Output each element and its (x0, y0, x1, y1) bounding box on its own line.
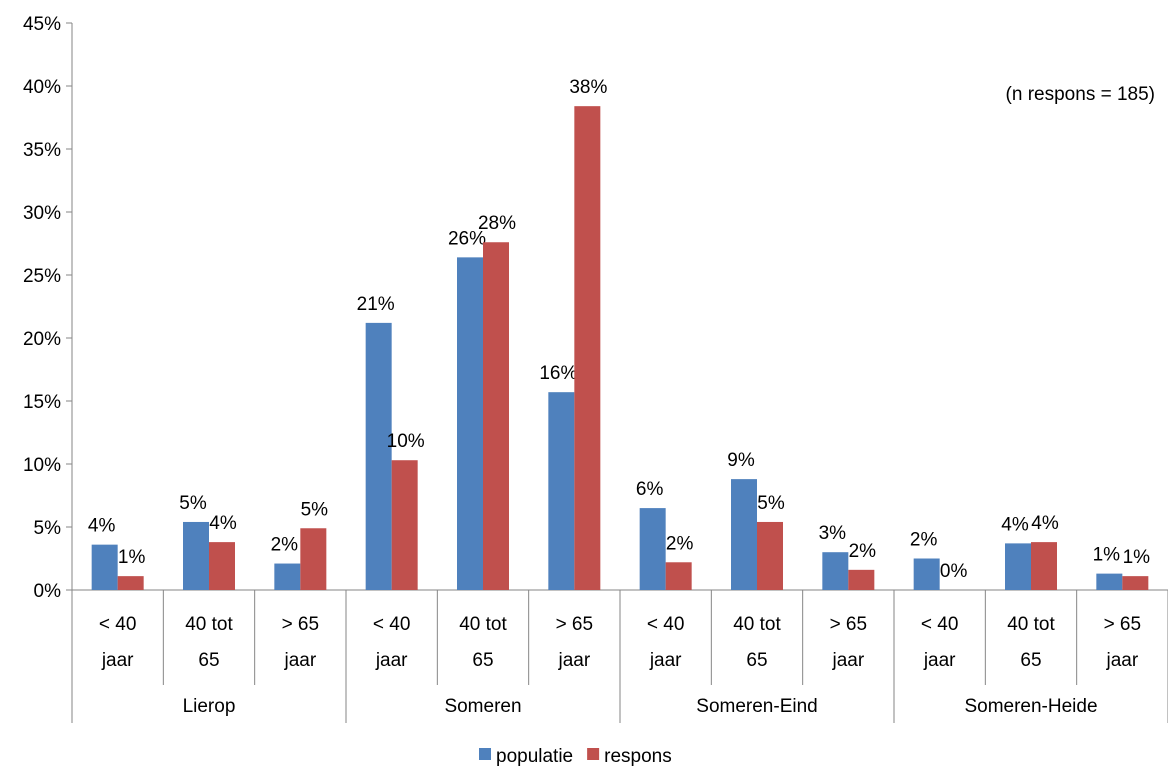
legend-label-respons: respons (604, 746, 672, 767)
x-tick-label: 40 tot (1007, 614, 1055, 635)
populatie-bar (822, 552, 849, 590)
x-tick-label: jaar (1105, 650, 1138, 671)
y-tick-label: 35% (23, 140, 61, 161)
x-tick-label: > 65 (282, 614, 320, 635)
respons-bar (1031, 542, 1057, 590)
y-tick-label: 45% (23, 14, 61, 35)
populatie-bar (731, 479, 757, 590)
respons-data-label: 38% (569, 77, 607, 98)
y-tick-label: 25% (23, 266, 61, 287)
populatie-data-label: 26% (448, 228, 486, 249)
respons-data-label: 10% (387, 431, 425, 452)
x-tick-label: < 40 (99, 614, 137, 635)
group-label: Someren-Eind (696, 696, 817, 717)
populatie-data-label: 6% (636, 479, 664, 500)
respons-data-label: 2% (666, 533, 694, 554)
respons-bar (1122, 576, 1149, 590)
respons-data-label: 1% (118, 547, 146, 568)
x-tick-label: 40 tot (185, 614, 233, 635)
respons-data-label: 2% (849, 541, 877, 562)
respons-bar (209, 542, 235, 590)
populatie-bar (548, 392, 575, 590)
respons-data-label: 5% (757, 493, 785, 514)
respons-bar (117, 576, 144, 590)
populatie-data-label: 21% (357, 294, 395, 315)
respons-bar (300, 528, 327, 590)
populatie-bar (183, 521, 209, 590)
x-tick-label: 65 (472, 650, 493, 671)
y-tick-label: 40% (23, 77, 61, 98)
group-label: Lierop (183, 696, 236, 717)
populatie-bar (1005, 543, 1031, 590)
x-tick-label: < 40 (647, 614, 685, 635)
populatie-bar (274, 563, 301, 590)
populatie-bar (457, 257, 483, 590)
respons-data-label: 4% (209, 513, 237, 534)
x-tick-label: < 40 (373, 614, 411, 635)
x-tick-label: < 40 (921, 614, 959, 635)
x-tick-label: jaar (923, 650, 956, 671)
chart-annotation: (n respons = 185) (1006, 84, 1155, 105)
populatie-data-label: 2% (910, 530, 938, 551)
populatie-data-label: 9% (727, 450, 755, 471)
populatie-data-label: 16% (539, 363, 577, 384)
y-tick-label: 10% (23, 455, 61, 476)
legend-swatch-respons (587, 748, 600, 760)
populatie-bar (1096, 573, 1123, 590)
respons-bar (848, 569, 875, 590)
legend-swatch-populatie (479, 748, 491, 760)
x-tick-label: 65 (746, 650, 767, 671)
respons-data-label: 4% (1031, 513, 1059, 534)
respons-data-label: 5% (301, 499, 329, 520)
x-tick-label: jaar (649, 650, 682, 671)
populatie-bar (91, 544, 118, 590)
x-tick-label: jaar (101, 650, 134, 671)
legend-label-populatie: populatie (496, 746, 573, 767)
respons-bar (483, 242, 509, 591)
x-tick-label: 40 tot (459, 614, 507, 635)
x-tick-label: jaar (831, 650, 864, 671)
y-tick-label: 0% (34, 581, 62, 602)
x-tick-label: jaar (283, 650, 316, 671)
populatie-data-label: 4% (1001, 514, 1029, 535)
x-tick-label: jaar (375, 650, 408, 671)
x-tick-label: jaar (557, 650, 590, 671)
populatie-bar (639, 508, 666, 590)
populatie-bar (365, 322, 392, 590)
x-tick-label: > 65 (830, 614, 868, 635)
group-label: Someren-Heide (964, 696, 1097, 717)
respons-bar (757, 521, 783, 590)
y-tick-label: 30% (23, 203, 61, 224)
y-tick-label: 20% (23, 329, 61, 350)
populatie-bar (913, 558, 940, 590)
x-tick-label: 65 (198, 650, 219, 671)
respons-data-label: 28% (478, 213, 516, 234)
respons-data-label: 0% (940, 561, 968, 582)
populatie-data-label: 1% (1093, 545, 1121, 566)
populatie-data-label: 5% (179, 493, 207, 514)
respons-bar (574, 106, 601, 590)
y-tick-label: 15% (23, 392, 61, 413)
x-tick-label: 65 (1020, 650, 1041, 671)
respons-bar (665, 562, 692, 590)
group-label: Someren (444, 696, 521, 717)
respons-bar (391, 460, 418, 590)
respons-data-label: 1% (1123, 547, 1151, 568)
populatie-data-label: 2% (271, 535, 299, 556)
x-tick-label: > 65 (556, 614, 594, 635)
populatie-data-label: 3% (819, 523, 847, 544)
populatie-data-label: 4% (88, 516, 116, 537)
x-tick-label: 40 tot (733, 614, 781, 635)
y-tick-label: 5% (34, 518, 62, 539)
x-tick-label: > 65 (1104, 614, 1142, 635)
